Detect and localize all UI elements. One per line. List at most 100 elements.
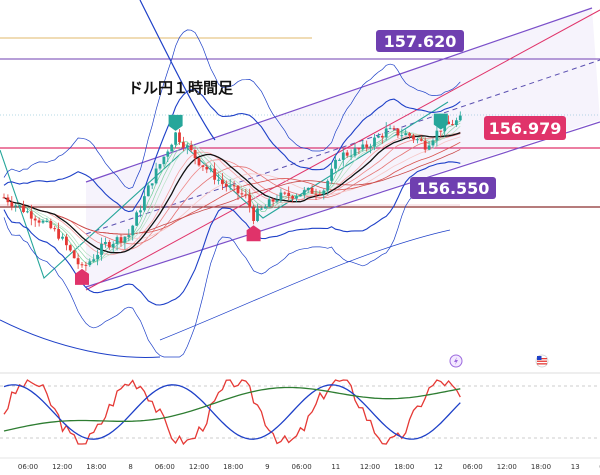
candle-body	[92, 259, 96, 262]
candle-body	[154, 168, 158, 184]
oscillator-line	[3, 384, 461, 440]
candle-body	[178, 132, 181, 143]
candle-body	[100, 243, 103, 255]
x-tick-label: 18:00	[531, 463, 551, 471]
candle-body	[365, 144, 369, 148]
candle-body	[185, 145, 189, 148]
price-tag-box	[410, 177, 496, 199]
candle-body	[68, 245, 72, 251]
x-tick-label: 8	[128, 463, 132, 471]
candle-body	[221, 179, 224, 184]
candle-body	[104, 241, 107, 244]
candle-body	[26, 211, 29, 213]
bollinger-lower	[3, 178, 461, 358]
x-tick-label: 12	[434, 463, 443, 471]
x-tick-label: 06:00	[292, 463, 312, 471]
x-tick-label: 18:00	[86, 463, 106, 471]
candle-body	[76, 258, 80, 265]
candle-body	[41, 220, 45, 223]
candle-body	[217, 179, 220, 181]
marker-shape	[168, 114, 183, 131]
x-tick-label: 18:00	[223, 463, 243, 471]
candle-body	[412, 135, 415, 140]
candle-body	[88, 261, 92, 266]
candle-body	[248, 194, 252, 208]
ma-ribbon-line	[3, 149, 461, 235]
candle-body	[291, 196, 294, 199]
candle-body	[166, 151, 170, 157]
x-tick-label: 12:00	[52, 463, 72, 471]
candle-body	[193, 150, 197, 159]
markers-layer	[75, 113, 448, 285]
candle-body	[72, 250, 76, 259]
ma-fast-line	[3, 120, 461, 265]
candle-body	[334, 159, 337, 169]
swing-high-marker	[168, 114, 183, 131]
candle-body	[61, 236, 64, 239]
x-tick-label: 18:00	[394, 463, 414, 471]
candle-body	[162, 156, 166, 165]
candle-body	[299, 194, 302, 197]
candle-body	[252, 207, 255, 221]
time-axis: 06:00 12:00 18:00 8 06:00 12:00 18:00 9 06:00 11 1…	[0, 457, 600, 471]
candle-body	[127, 235, 131, 237]
candle-body	[197, 158, 201, 166]
candle-body	[283, 192, 287, 194]
candle-body	[65, 236, 68, 246]
candle-body	[361, 144, 365, 150]
candle-body	[416, 139, 419, 141]
candle-body	[322, 190, 326, 195]
candle-body	[236, 185, 240, 194]
bollinger-upper	[3, 29, 461, 189]
oscillator-line	[3, 386, 461, 432]
ma-ribbon-line	[3, 131, 461, 256]
candle-body	[174, 132, 177, 145]
candle-body	[240, 193, 244, 195]
price-tag-box	[376, 30, 464, 52]
candle-body	[439, 130, 443, 132]
marker-shape	[433, 113, 448, 130]
candle-body	[271, 199, 275, 202]
candle-body	[302, 190, 306, 195]
candle-body	[314, 193, 318, 195]
price-tag-label: 157.620	[384, 32, 457, 51]
envelope-line	[159, 229, 451, 341]
price-tag: 157.620	[376, 30, 464, 52]
x-tick-label: 9	[265, 463, 269, 471]
candle-body	[205, 166, 209, 170]
candle-body	[189, 145, 193, 151]
candle-body	[10, 202, 14, 207]
price-tag: 156.979	[484, 116, 566, 140]
candle-body	[123, 236, 127, 243]
candle-body	[139, 210, 142, 213]
indicator-layer	[0, 0, 600, 358]
candle-body	[345, 152, 349, 156]
candle-body	[455, 120, 458, 125]
candle-body	[260, 208, 263, 210]
candle-body	[170, 144, 174, 152]
candle-body	[80, 264, 84, 266]
candle-body	[377, 135, 380, 138]
candle-body	[29, 211, 33, 219]
oscillator-panel	[0, 372, 600, 446]
ema-line	[3, 132, 461, 254]
x-tick-label: 13	[571, 463, 580, 471]
candle-body	[419, 139, 423, 141]
swing-low-marker	[75, 268, 89, 285]
candle-body	[396, 128, 400, 136]
candle-body	[330, 168, 333, 181]
lightning-icon[interactable]	[449, 354, 463, 368]
candle-body	[423, 140, 427, 150]
candle-body	[451, 124, 454, 126]
envelope-line	[139, 0, 216, 141]
price-tag-label: 156.979	[489, 119, 562, 138]
candle-body	[326, 180, 330, 191]
chart-title: ドル円１時間足	[128, 79, 234, 97]
candle-body	[392, 128, 396, 130]
candle-body	[33, 218, 37, 221]
swing-high-marker	[433, 113, 448, 130]
us-flag-icon[interactable]	[535, 354, 549, 368]
candle-body	[295, 196, 298, 199]
candle-body	[447, 121, 450, 125]
